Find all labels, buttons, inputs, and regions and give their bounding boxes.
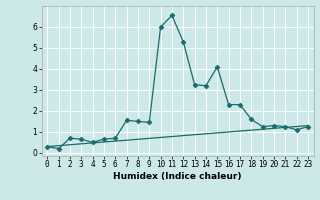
X-axis label: Humidex (Indice chaleur): Humidex (Indice chaleur) bbox=[113, 172, 242, 181]
